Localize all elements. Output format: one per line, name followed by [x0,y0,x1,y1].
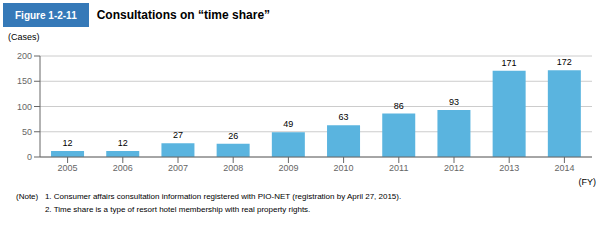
svg-text:2007: 2007 [168,163,188,173]
svg-text:2006: 2006 [113,163,133,173]
html-text:(Note) 1. Consumer affairs con: (Note) 1. Consumer affairs consultation … [16,192,402,201]
html-text:Figure 1-2-11: Figure 1-2-11 [15,9,77,21]
html-text:2. Time share is a type of res: 2. Time share is a type of resort hotel … [16,205,311,214]
svg-text:50: 50 [22,127,32,137]
svg-text:2011: 2011 [389,163,408,173]
svg-text:150: 150 [17,76,32,86]
svg-text:172: 172 [557,57,572,67]
svg-text:27: 27 [173,130,183,140]
svg-text:49: 49 [283,119,293,129]
svg-text:100: 100 [17,102,32,112]
svg-text:63: 63 [339,112,349,122]
svg-text:2012: 2012 [444,163,464,173]
svg-text:2005: 2005 [58,163,78,173]
svg-text:12: 12 [118,138,128,148]
svg-text:12: 12 [63,138,73,148]
html-text:(Cases): (Cases) [8,32,40,42]
svg-text:2014: 2014 [554,163,574,173]
html-text:Consultations on “time share”: Consultations on “time share” [96,8,271,22]
svg-text:2010: 2010 [334,163,354,173]
html-text:(FY): (FY) [578,177,596,187]
svg-text:200: 200 [17,51,32,61]
svg-text:26: 26 [228,131,238,141]
svg-text:0: 0 [27,152,32,162]
svg-text:2013: 2013 [499,163,519,173]
svg-text:93: 93 [449,97,459,107]
svg-text:86: 86 [394,101,404,111]
svg-text:2009: 2009 [278,163,298,173]
svg-text:171: 171 [502,58,517,68]
svg-text:2008: 2008 [223,163,243,173]
